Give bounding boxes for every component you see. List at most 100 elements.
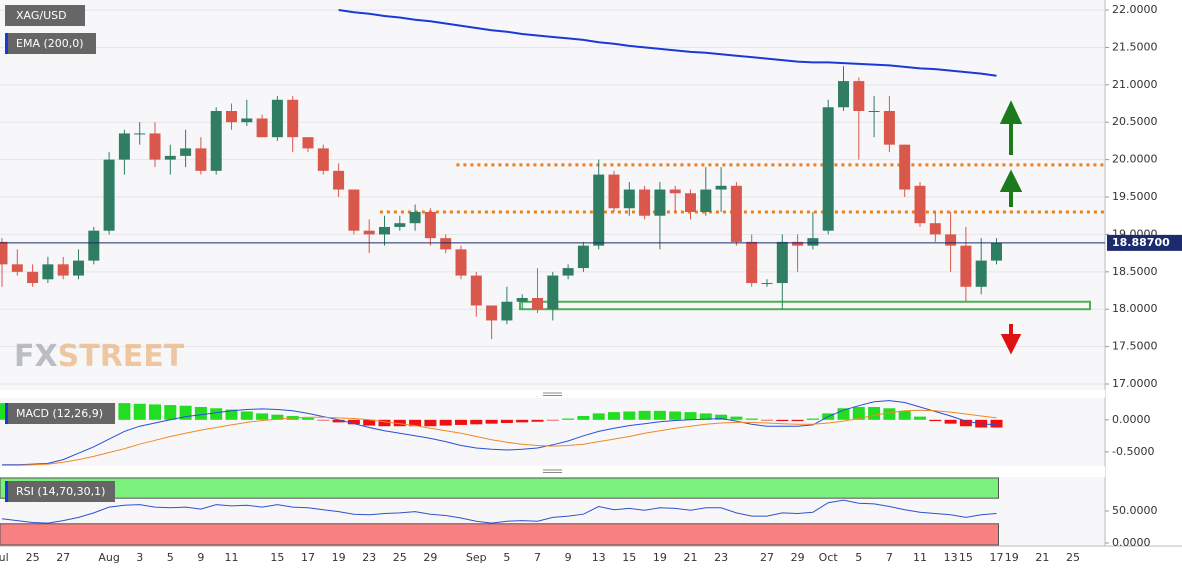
y-tick-label: 20.5000 <box>1112 115 1158 128</box>
histogram-bar <box>959 419 972 427</box>
histogram-bar <box>332 419 345 423</box>
candle-body <box>501 301 513 321</box>
x-tick-label: 27 <box>760 551 774 564</box>
histogram-bar <box>990 419 1003 428</box>
candle-body <box>149 133 161 160</box>
candle-body <box>883 111 895 145</box>
candle-body <box>210 111 222 171</box>
y-tick-label: 0.0000 <box>1112 413 1151 426</box>
y-tick-label: 50.0000 <box>1112 504 1158 517</box>
candle-body <box>929 223 941 235</box>
candle-body <box>256 118 268 138</box>
candle-body <box>455 249 467 276</box>
histogram-bar <box>929 419 942 422</box>
legend-title: XAG/USD <box>16 9 67 22</box>
candle-body <box>776 241 788 284</box>
histogram-bar <box>653 410 666 420</box>
histogram-bar <box>194 406 207 420</box>
x-tick-label: Jul <box>0 551 9 564</box>
y-tick-label: 20.0000 <box>1112 153 1158 166</box>
y-tick-label: 17.5000 <box>1112 340 1158 353</box>
histogram-bar <box>439 419 452 426</box>
y-tick-label: 0.0000 <box>1112 536 1151 549</box>
x-tick-label: 7 <box>534 551 541 564</box>
y-tick-label: 21.5000 <box>1112 40 1158 53</box>
x-tick-label: 5 <box>855 551 862 564</box>
ema-line <box>338 9 997 77</box>
candle-body <box>424 211 436 239</box>
y-tick-label: -0.5000 <box>1112 445 1154 458</box>
x-tick-label: 7 <box>886 551 893 564</box>
rsi-title: RSI (14,70,30,1) <box>16 485 105 498</box>
histogram-bar <box>623 411 636 420</box>
candle-body <box>868 111 880 113</box>
price-panel <box>0 0 1105 390</box>
x-tick-label: 3 <box>136 551 143 564</box>
candle-body <box>532 297 543 310</box>
histogram-bar <box>409 419 422 427</box>
candle-body <box>11 264 23 272</box>
histogram-bar <box>852 406 865 420</box>
histogram-bar <box>776 419 789 422</box>
candle-body <box>730 185 742 242</box>
x-tick-label: 15 <box>270 551 284 564</box>
histogram-bar <box>256 413 269 420</box>
macd-title: MACD (12,26,9) <box>16 407 103 420</box>
histogram-bar <box>516 419 529 423</box>
y-tick-label: 19.5000 <box>1112 190 1158 203</box>
x-tick-label: 15 <box>959 551 973 564</box>
x-tick-label: 19 <box>332 551 346 564</box>
x-tick-label: 11 <box>913 551 927 564</box>
x-tick-label: 21 <box>684 551 698 564</box>
candle-body <box>195 148 207 171</box>
histogram-bar <box>393 419 406 427</box>
candle-body <box>241 118 253 123</box>
x-tick-label: 9 <box>197 551 204 564</box>
histogram-bar <box>577 415 590 420</box>
y-tick-label: 18.5000 <box>1112 265 1158 278</box>
candle-body <box>975 260 987 287</box>
histogram-bar <box>424 419 437 427</box>
candle-body <box>899 144 911 190</box>
candle-body <box>0 241 8 265</box>
x-tick-label: 29 <box>791 551 805 564</box>
chart-layer: 17.000017.500018.000018.500019.000019.50… <box>0 3 1182 564</box>
y-tick-label: 22.0000 <box>1112 3 1158 16</box>
histogram-bar <box>363 419 376 426</box>
candle-body <box>317 148 329 171</box>
candle-body <box>577 245 589 269</box>
candle-body <box>440 238 452 250</box>
candle-body <box>180 148 192 156</box>
histogram-bar <box>791 419 804 422</box>
candle-body <box>991 242 1002 261</box>
candle-body <box>685 193 696 212</box>
candle-body <box>103 159 115 231</box>
histogram-bar <box>0 403 8 420</box>
candle-body <box>287 99 299 138</box>
splitter-handle <box>543 392 562 473</box>
x-tick-label: 11 <box>225 551 239 564</box>
x-tick-label: 9 <box>565 551 572 564</box>
legend-box <box>5 33 96 54</box>
histogram-bar <box>868 406 881 420</box>
candle-body <box>639 189 651 216</box>
x-tick-label: 25 <box>26 551 40 564</box>
y-tick-label: 18.0000 <box>1112 302 1158 315</box>
histogram-bar <box>837 408 850 420</box>
panel-splitter[interactable] <box>0 390 1105 398</box>
candle-body <box>761 283 773 285</box>
candle-body <box>164 155 176 160</box>
histogram-bar <box>485 419 498 424</box>
histogram-bar <box>699 413 712 420</box>
x-tick-label: Oct <box>819 551 839 564</box>
support-zone <box>519 300 1091 311</box>
candle-body <box>853 81 865 112</box>
candle-body <box>654 189 666 216</box>
x-tick-label: 13 <box>592 551 606 564</box>
histogram-bar <box>546 419 559 421</box>
x-tick-label: 17 <box>990 551 1004 564</box>
panel-splitter[interactable] <box>0 466 1105 477</box>
histogram-bar <box>638 410 651 420</box>
candle-body <box>57 264 69 276</box>
signal-line <box>2 409 997 466</box>
